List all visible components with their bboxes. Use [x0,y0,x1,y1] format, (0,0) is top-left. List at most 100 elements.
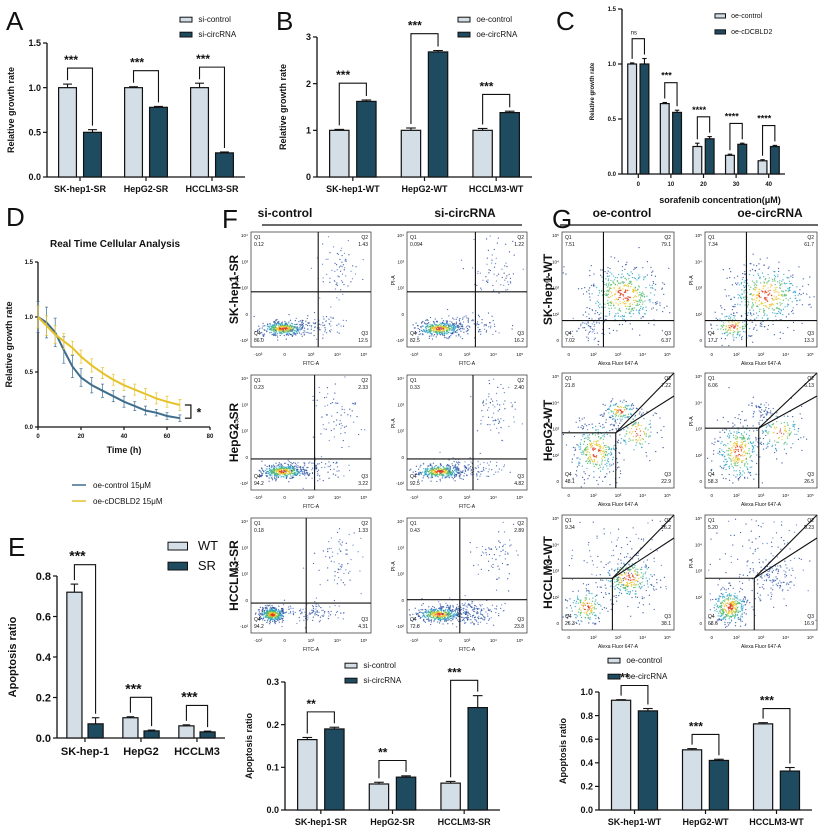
flow-event-dot [293,468,296,470]
flow-event-dot [654,275,657,277]
flow-event-dot [260,474,262,476]
flow-event-dot [331,401,334,404]
flow-event-dot [436,331,438,333]
flow-event-dot [257,609,260,611]
flow-event-dot [751,307,753,309]
flow-event-dot [434,615,436,617]
flow-event-dot [614,315,616,317]
flow-event-dot [461,603,463,605]
flow-event-dot [741,301,743,303]
flow-event-dot [289,319,292,321]
flow-event-dot [360,592,362,595]
flow-event-dot [336,411,338,414]
flow-event-dot [283,329,286,331]
flow-event-dot [589,330,591,333]
flow-event-dot [300,613,302,615]
flow-event-dot [267,609,269,612]
flow-event-dot [417,468,420,470]
flow-event-dot [754,302,757,304]
flow-event-dot [282,616,285,618]
flow-event-dot [488,547,490,549]
significance-bracket [729,122,743,151]
flow-event-dot [620,316,622,318]
flow-event-dot [614,277,617,279]
flow-event-dot [340,550,342,553]
flow-event-dot [477,623,479,625]
flow-event-dot [273,470,275,472]
flow-event-dot [759,258,761,260]
flow-event-dot [256,329,259,331]
flow-event-dot [273,324,275,326]
flow-event-dot [427,324,429,326]
flow-event-dot [457,462,459,464]
flow-event-dot [343,475,345,477]
flow-event-dot [761,303,763,305]
flow-event-dot [261,474,264,477]
flow-event-dot [348,533,350,536]
flow-event-dot [771,297,773,299]
flow-event-dot [630,308,633,310]
flow-event-dot [284,462,286,464]
x-tick-label: HepG2-SR [124,184,169,194]
y-tick-label: -10² [396,624,405,629]
flow-event-dot [485,467,487,469]
flow-event-dot [337,568,339,570]
flow-event-dot [432,329,434,331]
flow-event-dot [267,612,269,614]
flow-event-dot [451,470,454,472]
flow-event-dot [446,475,448,477]
flow-event-dot [646,274,648,276]
flow-event-dot [757,315,759,317]
flow-event-dot [432,335,434,337]
flow-event-dot [442,606,444,608]
flow-event-dot [296,332,298,335]
flow-event-dot [314,318,316,321]
flow-event-dot [312,399,314,401]
flow-event-dot [486,263,488,265]
flow-event-dot [273,475,276,477]
flow-event-dot [324,610,326,613]
flow-event-dot [432,469,434,472]
flow-event-dot [429,614,431,617]
flow-event-dot [435,326,438,329]
flow-event-dot [774,277,776,279]
flow-event-dot [281,619,284,621]
flow-event-dot [298,327,300,329]
flow-event-dot [276,611,278,614]
flow-event-dot [473,610,475,612]
flow-event-dot [261,473,264,475]
flow-event-dot [629,305,632,307]
significance-bracket [185,704,209,728]
flow-event-dot [793,329,795,332]
flow-event-dot [750,286,752,288]
quadrant-name: Q4 [254,474,261,480]
flow-event-dot [272,620,274,622]
flow-event-dot [492,333,494,336]
flow-event-dot [273,329,275,331]
flow-event-dot [588,293,590,295]
flow-event-dot [336,269,338,271]
flow-event-dot [289,325,292,327]
flow-event-dot [639,297,642,299]
flow-event-dot [327,611,329,613]
flow-event-dot [298,328,300,331]
bar-oe-control [400,129,422,178]
flow-event-dot [447,326,449,329]
flow-event-dot [344,584,346,586]
flow-event-dot [327,465,329,468]
flow-event-dot [429,609,431,611]
quadrant-percentage-q2: 2.40 [514,385,524,391]
flow-event-dot [282,328,284,331]
flow-event-dot [445,606,448,608]
flow-event-dot [622,288,624,290]
flow-event-dot [453,466,455,468]
flow-event-dot [328,615,330,617]
flow-event-dot [737,303,739,305]
flow-event-dot [446,324,448,326]
flow-event-dot [336,324,338,326]
flow-event-dot [275,469,278,471]
flow-event-dot [429,616,431,618]
quadrant-name: Q3 [664,331,671,337]
flow-event-dot [418,609,420,611]
flow-event-dot [503,531,506,533]
